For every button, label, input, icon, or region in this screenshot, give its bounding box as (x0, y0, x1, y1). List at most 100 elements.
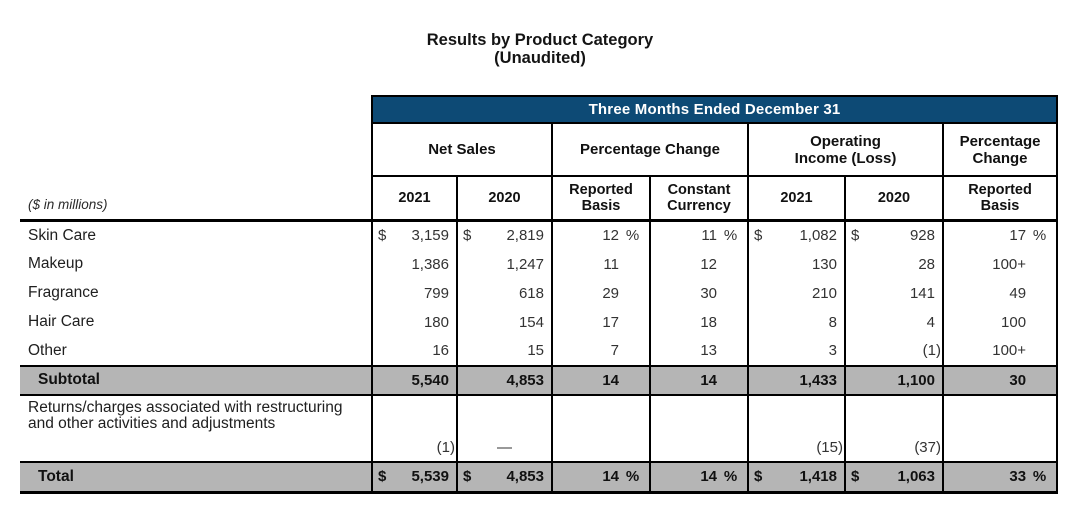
value-cell: 1,433 (747, 364, 846, 396)
value-cell: 11% (649, 220, 749, 250)
subheader-2: Reported Basis (551, 175, 651, 222)
value-cell: 799 (371, 278, 458, 308)
percent-suffix: % (1032, 227, 1047, 245)
cell-value: 130 (811, 255, 837, 273)
value-cell: 14% (551, 460, 651, 494)
value-cell: — (456, 394, 553, 463)
value-cell: 141 (844, 278, 944, 308)
cell-value: 33 (1009, 468, 1027, 486)
value-cell: $4,853 (456, 460, 553, 494)
value-cell: $1,063 (844, 460, 944, 494)
table-row: Other 16 15 7 13 3 (1) 100+ (20, 336, 1059, 366)
value-cell: (15) (747, 394, 846, 463)
column-group-net-sales: Net Sales (371, 122, 553, 177)
banner-spacer (20, 96, 372, 123)
value-cell: 210 (747, 278, 846, 308)
cell-value: (15) (816, 438, 843, 456)
value-cell: (37) (844, 394, 944, 463)
value-cell: 12% (551, 220, 651, 250)
table-row: Skin Care $3,159 $2,819 12% 11% $1,082 $928 17% (20, 220, 1059, 250)
value-cell: 1,386 (371, 249, 458, 279)
cell-value: 154 (518, 313, 544, 331)
value-cell (649, 394, 749, 463)
table-row: Returns/charges associated with restruct… (20, 394, 1059, 463)
cell-value: 4 (926, 313, 935, 331)
cell-value: 29 (602, 284, 619, 302)
value-cell: $5,539 (371, 460, 458, 494)
page-title-block: Results by Product Category (Unaudited) (0, 31, 1080, 67)
table-row: Hair Care 180 154 17 18 8 4 100 (20, 307, 1059, 337)
cell-value: 11 (701, 227, 717, 245)
banner-row: Three Months Ended December 31 (20, 95, 1059, 124)
value-cell: 5,540 (371, 364, 458, 396)
cell-value: 30 (700, 284, 717, 302)
cell-value: 4,853 (506, 468, 544, 486)
cell-value: (1) (922, 342, 941, 359)
value-cell: $1,082 (747, 220, 846, 250)
currency-symbol: $ (378, 468, 387, 486)
value-cell: 29 (551, 278, 651, 308)
percent-suffix: % (1032, 468, 1047, 486)
column-group-row: Net Sales Percentage Change Operating Incom… (20, 122, 1059, 177)
value-cell: 1,247 (456, 249, 553, 279)
cell-value: 18 (700, 313, 717, 331)
cell-value: 3 (828, 342, 837, 359)
cell-value: 11 (603, 255, 619, 273)
cell-value: 1,418 (799, 468, 837, 486)
value-cell: 13 (649, 336, 749, 366)
currency-symbol: $ (851, 468, 860, 486)
value-cell: 100 (941, 307, 1059, 337)
cell-value: 30 (1009, 371, 1027, 389)
cell-value: 3,159 (411, 227, 449, 245)
cell-value: (37) (914, 438, 941, 456)
subheader-3: Constant Currency (649, 175, 749, 222)
cell-value: 5,539 (411, 468, 449, 486)
value-cell: 180 (371, 307, 458, 337)
cell-value: 928 (909, 227, 935, 245)
cell-value: 1,247 (506, 255, 544, 273)
value-cell: 100+ (941, 249, 1059, 279)
cell-value: 12 (602, 227, 619, 245)
unit-note: ($ in millions) (20, 176, 372, 222)
currency-symbol: $ (463, 227, 472, 245)
value-cell: 30 (649, 278, 749, 308)
cell-value: 180 (423, 313, 449, 331)
period-banner: Three Months Ended December 31 (370, 95, 1059, 124)
cell-value: 8 (828, 313, 837, 331)
value-cell: 28 (844, 249, 944, 279)
value-cell: 30 (941, 364, 1059, 396)
value-cell: 16 (371, 336, 458, 366)
row-label: Makeup (28, 255, 84, 272)
value-cell: $928 (844, 220, 944, 250)
value-cell: 12 (649, 249, 749, 279)
cell-value: 1,082 (799, 227, 837, 245)
percent-suffix: % (625, 227, 640, 245)
column-group-operating-income-loss: Operating Income (Loss) (747, 122, 944, 177)
cell-value: 618 (518, 284, 544, 302)
value-cell: (1) (844, 336, 944, 366)
cell-value: 100+ (992, 255, 1027, 273)
cell-value: 1,433 (799, 371, 837, 389)
cell-value: 141 (909, 284, 935, 302)
cell-value: 100+ (992, 342, 1027, 359)
cell-value: 1,063 (897, 468, 935, 486)
cell-value: (1) (436, 438, 455, 456)
value-cell: 100+ (941, 336, 1059, 366)
cell-value: 14 (602, 371, 619, 389)
table-row: Makeup 1,386 1,247 11 12 130 28 100+ (20, 249, 1059, 279)
cell-value: 7 (610, 342, 619, 359)
row-label: Returns/charges associated with restruct… (20, 394, 372, 463)
row-label: Hair Care (28, 313, 95, 330)
table-row: Fragrance 799 618 29 30 210 141 49 (20, 278, 1059, 308)
currency-symbol: $ (463, 468, 472, 486)
subheader-5: 2020 (844, 175, 944, 222)
value-cell: 17% (941, 220, 1059, 250)
cell-value: 210 (811, 284, 837, 302)
column-group-percentage-change: Percentage Change (551, 122, 749, 177)
subheader-row: ($ in millions) 2021 2020 Reported Basis Con… (20, 175, 1059, 222)
subheader-4: 2021 (747, 175, 846, 222)
cell-value: 1,386 (411, 255, 449, 273)
row-label: Subtotal (20, 364, 372, 396)
subheader-0: 2021 (371, 175, 458, 222)
percent-suffix: % (625, 468, 640, 486)
